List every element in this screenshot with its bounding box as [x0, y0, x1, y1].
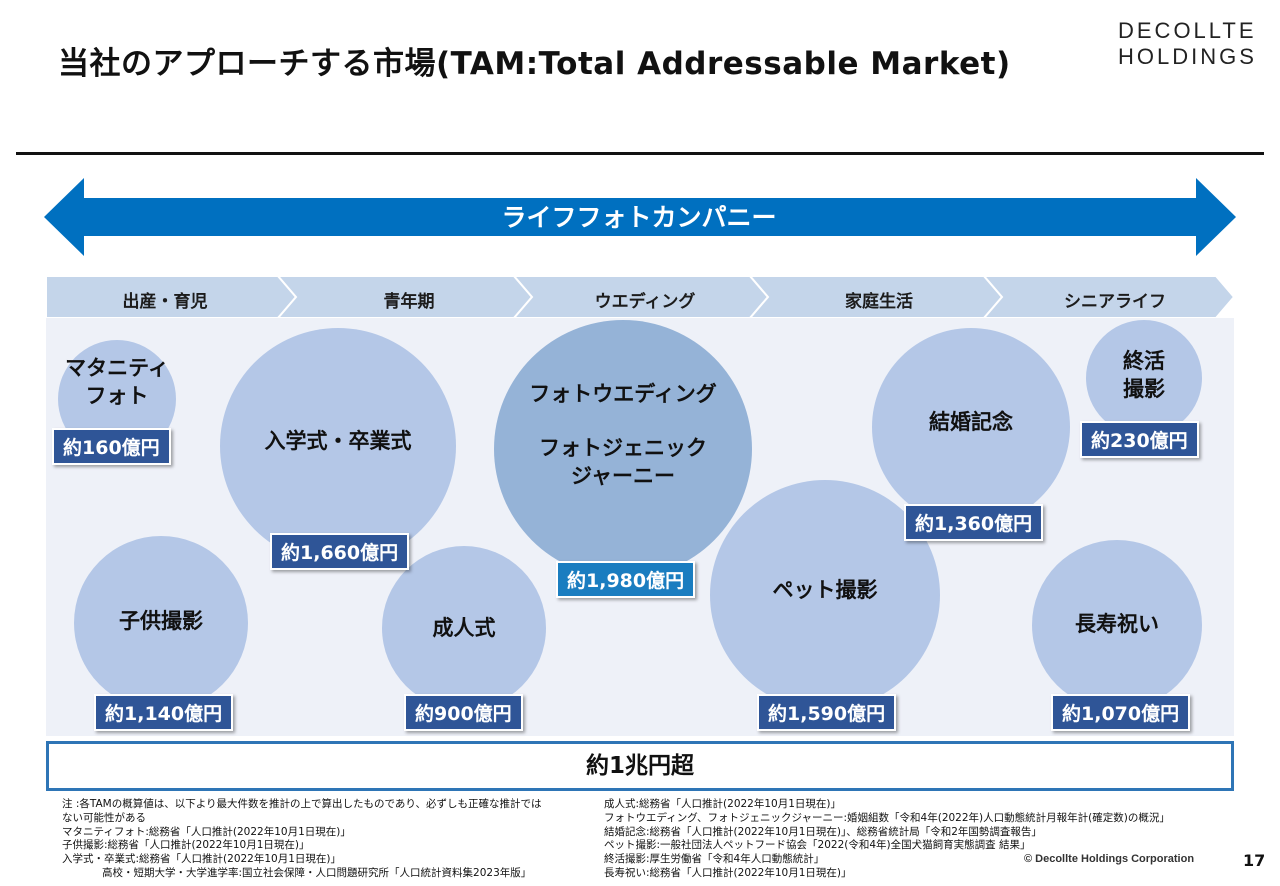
note-left-5: 入学式・卒業式:総務省「人口推計(2022年10月1日現在)」: [62, 853, 341, 866]
stage-chevron-3: [512, 276, 770, 318]
notes-left: 注 :各TAMの概算値は、以下より最大件数を推計の上で算出したものであり、必ずし…: [62, 798, 541, 881]
page-number: 17: [1243, 851, 1266, 870]
shukatsu-circle: 終活 撮影: [1086, 320, 1202, 436]
entrance-circle: 入学式・卒業式: [220, 328, 456, 564]
note-left-4: 子供撮影:総務省「人口推計(2022年10月1日現在)」: [62, 839, 310, 852]
wedding-value-badge: 約1,980億円: [556, 561, 696, 598]
wedding-name-2: フォトジェニック: [539, 436, 707, 460]
maternity-value-badge: 約160億円: [52, 428, 171, 465]
page-title: 当社のアプローチする市場(TAM:Total Addressable Marke…: [58, 46, 1011, 82]
anniversary-circle: 結婚記念: [872, 328, 1070, 526]
longevity-name: 長寿祝い: [1075, 612, 1159, 636]
stage-chevron-4: [748, 276, 1004, 318]
shukatsu-name-2: 撮影: [1123, 377, 1165, 401]
stage-label-1: 出産・育児: [122, 292, 208, 312]
anniversary-name: 結婚記念: [929, 410, 1013, 434]
double-arrow: [44, 178, 1236, 256]
wedding-circle: フォトウエディング フォトジェニック ジャーニー: [494, 320, 752, 578]
note-right-1: 成人式:総務省「人口推計(2022年10月1日現在)」: [604, 798, 841, 810]
note-left-3: マタニティフォト:総務省「人口推計(2022年10月1日現在)」: [62, 825, 351, 838]
wedding-name-3: ジャーニー: [571, 464, 675, 488]
logo-line-1: DECOLLTE: [1118, 18, 1257, 43]
arrow-label: ライフフォトカンパニー: [501, 203, 777, 232]
stage-label-5: シニアライフ: [1064, 292, 1166, 312]
note-right-3: 結婚記念:総務省「人口推計(2022年10月1日現在)」、総務省統計局「令和2年…: [604, 825, 1042, 838]
copyright: © Decollte Holdings Corporation: [1024, 853, 1195, 865]
entrance-value-badge: 約1,660億円: [270, 533, 410, 570]
pet-name: ペット撮影: [772, 578, 878, 602]
anniversary-value-badge: 約1,360億円: [904, 504, 1044, 541]
notes-right: 成人式:総務省「人口推計(2022年10月1日現在)」 フォトウエディング、フォ…: [604, 798, 1170, 881]
title-divider: [16, 152, 1264, 155]
maternity-name-1: マタニティ: [65, 356, 169, 380]
stage-label-4: 家庭生活: [845, 292, 913, 312]
adult-name: 成人式: [432, 616, 496, 640]
pet-value-badge: 約1,590億円: [757, 694, 897, 731]
shukatsu-value-badge: 約230億円: [1080, 421, 1199, 458]
longevity-circle: 長寿祝い: [1032, 540, 1202, 710]
note-right-4: ペット撮影:一般社団法人ペットフード協会「2022(令和4年)全国犬猫飼育実態調…: [604, 839, 1031, 852]
note-left-1: 注 :各TAMの概算値は、以下より最大件数を推計の上で算出したものであり、必ずし…: [62, 798, 542, 810]
adult-circle: 成人式: [382, 546, 546, 710]
life-stage-chevrons: [46, 276, 1236, 318]
stage-label-3: ウエディング: [594, 292, 696, 312]
note-right-6: 長寿祝い:総務省「人口推計(2022年10月1日現在)」: [604, 866, 852, 879]
shukatsu-name-1: 終活: [1123, 349, 1165, 373]
note-left-6: 高校・短期大学・大学進学率:国立社会保障・人口問題研究所「人口統計資料集2023…: [102, 866, 532, 879]
note-left-2: ない可能性がある: [62, 811, 146, 824]
entrance-name: 入学式・卒業式: [264, 429, 412, 453]
children-circle: 子供撮影: [74, 536, 248, 710]
stage-chevron-5: [982, 276, 1236, 318]
children-value-badge: 約1,140億円: [94, 694, 234, 731]
longevity-value-badge: 約1,070億円: [1051, 694, 1191, 731]
stage-chevron-2: [276, 276, 534, 318]
company-logo: DECOLLTE HOLDINGS: [1118, 18, 1257, 70]
adult-value-badge: 約900億円: [404, 694, 523, 731]
note-right-2: フォトウエディング、フォトジェニックジャーニー:婚姻組数「令和4年(2022年)…: [604, 811, 1170, 824]
maternity-name-2: フォト: [85, 384, 149, 408]
total-market-box: 約1兆円超: [46, 741, 1234, 791]
wedding-name-1: フォトウエディング: [529, 382, 717, 406]
note-right-5: 終活撮影:厚生労働省「令和4年人口動態統計」: [604, 853, 825, 866]
pet-circle: ペット撮影: [710, 480, 940, 710]
stage-label-2: 青年期: [383, 292, 435, 312]
logo-line-2: HOLDINGS: [1118, 44, 1257, 69]
children-name: 子供撮影: [119, 609, 203, 633]
